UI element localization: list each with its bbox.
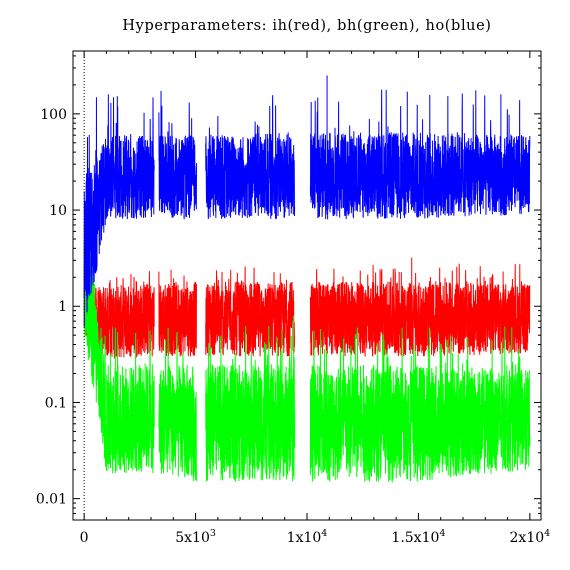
series-line-1 — [83, 222, 531, 484]
x-tick-label-4: 2x104 — [510, 528, 551, 546]
y-tick-label-0: 100 — [40, 107, 67, 123]
y-tick-label-2: 1 — [58, 299, 67, 315]
y-tick-label-1: 10 — [49, 203, 67, 219]
axes-layer: 100 10 1 0.1 0.01 0 5x103 1x104 1.5x104 2x104 — [36, 51, 550, 546]
x-tick-label-2: 1x104 — [287, 528, 328, 546]
x-tick-label-0: 0 — [80, 530, 89, 546]
series-line-2 — [83, 75, 531, 327]
y-tick-label-3: 0.1 — [45, 395, 67, 411]
y-tick-label-4: 0.01 — [36, 492, 67, 508]
chart-title: Hyperparameters: ih(red), bh(green), ho(… — [122, 18, 491, 34]
series-2 — [83, 75, 531, 327]
series-0 — [83, 257, 531, 359]
x-tick-label-1: 5x103 — [175, 528, 216, 546]
series-layer — [83, 75, 531, 484]
series-1 — [83, 222, 531, 484]
series-line-0 — [83, 257, 531, 359]
x-tick-label-3: 1.5x104 — [391, 528, 445, 546]
